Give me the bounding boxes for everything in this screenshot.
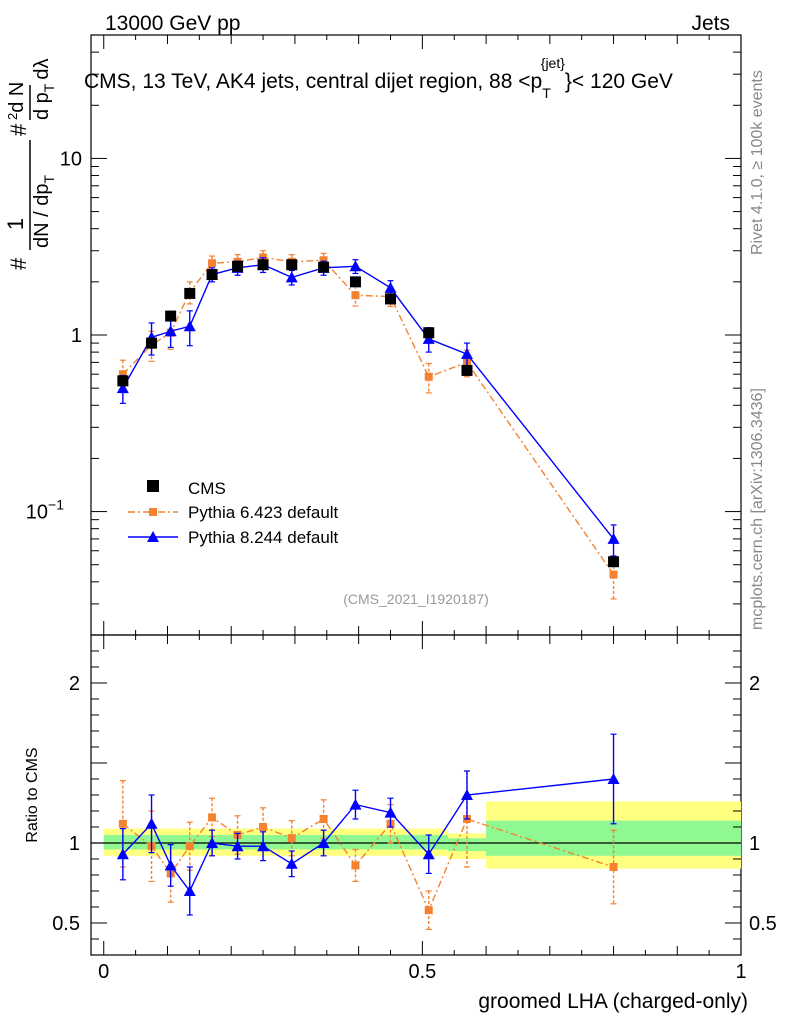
main-point bbox=[351, 291, 360, 300]
analysis-watermark: (CMS_2021_I1920187) bbox=[343, 591, 489, 607]
ratio-ylabel: Ratio to CMS bbox=[24, 747, 41, 842]
ylabel-den: dN / dpT bbox=[31, 175, 57, 248]
ratio-point bbox=[607, 773, 620, 784]
ratio-pythia-8-244-default bbox=[116, 733, 620, 916]
ratio-y-tick-label-2: 2 bbox=[69, 673, 80, 695]
ratio-xlabel: groomed LHA (charged-only) bbox=[478, 990, 748, 1013]
ratio-point bbox=[384, 806, 397, 818]
main-point bbox=[349, 260, 362, 272]
main-point bbox=[461, 364, 473, 376]
main-point bbox=[607, 532, 620, 544]
header-right: Jets bbox=[691, 12, 730, 35]
main-point bbox=[164, 325, 177, 337]
ratio-point bbox=[351, 861, 360, 870]
main-ylabel: # 1 dN / dpT # 2d N d pTdλ bbox=[3, 59, 57, 271]
ylabel-num: 1 bbox=[3, 218, 28, 230]
main-point bbox=[422, 332, 435, 344]
main-point bbox=[208, 259, 217, 268]
main-series-line bbox=[122, 256, 615, 575]
main-point bbox=[232, 260, 244, 272]
ylabel-hash-2: # bbox=[6, 123, 31, 136]
ratio-point bbox=[424, 906, 433, 915]
ratio-point bbox=[259, 823, 268, 831]
series-layer bbox=[116, 250, 620, 931]
ratio-point bbox=[118, 819, 127, 828]
ratio-y-tick-label-right-2: 2 bbox=[749, 673, 760, 695]
ratio-point bbox=[208, 813, 217, 822]
legend-marker-cms bbox=[147, 480, 159, 492]
main-point bbox=[423, 327, 435, 339]
ratio-point bbox=[317, 837, 330, 848]
main-point bbox=[424, 372, 433, 381]
header-left: 13000 GeV pp bbox=[105, 12, 240, 35]
plot-title: CMS, 13 TeV, AK4 jets, central dijet reg… bbox=[84, 55, 673, 101]
ylabel-right-num: 2d N bbox=[5, 82, 28, 120]
ratio-point bbox=[206, 837, 219, 848]
ratio-point bbox=[183, 885, 196, 896]
legend-label-pythia8: Pythia 8.244 default bbox=[188, 528, 339, 547]
x-tick-label-0: 0 bbox=[98, 961, 109, 983]
x-tick-label-2: 1 bbox=[735, 961, 746, 983]
legend: CMS Pythia 6.423 default Pythia 8.244 de… bbox=[128, 479, 339, 547]
ratio-point bbox=[285, 857, 298, 869]
ratio-y-tick-label-right-1: 1 bbox=[749, 833, 760, 855]
main-y-tick-label-2: 10 bbox=[60, 148, 82, 170]
main-y-tick-label-1: 1 bbox=[71, 325, 82, 347]
rivet-label: Rivet 4.1.0, ≥ 100k events bbox=[749, 70, 766, 255]
main-point bbox=[609, 570, 618, 579]
ratio-point bbox=[145, 817, 158, 829]
main-point bbox=[318, 261, 330, 273]
ratio-point bbox=[287, 834, 296, 843]
main-point bbox=[117, 375, 129, 387]
x-tick-label-1: 0.5 bbox=[408, 961, 436, 983]
ratio-band-green-1 bbox=[447, 838, 487, 851]
main-series-line bbox=[122, 264, 615, 540]
ratio-point bbox=[609, 863, 618, 871]
main-point bbox=[165, 310, 177, 322]
ratio-y-tick-label-right-0: 0.5 bbox=[749, 913, 777, 935]
ylabel-right-den: d pTdλ bbox=[31, 59, 57, 121]
ratio-point bbox=[185, 842, 194, 851]
main-point bbox=[349, 276, 361, 288]
main-point bbox=[116, 382, 129, 394]
ratio-y-tick-label-0: 0.5 bbox=[52, 913, 80, 935]
main-point bbox=[146, 337, 158, 349]
main-point bbox=[460, 348, 473, 360]
main-point bbox=[385, 293, 397, 305]
ratio-point bbox=[164, 859, 177, 871]
main-point bbox=[286, 259, 298, 271]
main-point bbox=[384, 281, 397, 293]
legend-marker-pythia6 bbox=[149, 508, 157, 516]
ratio-point bbox=[116, 848, 129, 860]
ylabel-hash: # bbox=[6, 257, 31, 270]
main-point bbox=[118, 370, 127, 379]
main-y-tick-label-0: 10−1 bbox=[26, 497, 64, 524]
legend-marker-pythia8 bbox=[147, 531, 159, 542]
main-point bbox=[206, 269, 218, 281]
ratio-point bbox=[349, 798, 362, 810]
main-cms bbox=[117, 259, 620, 568]
legend-label-pythia6: Pythia 6.423 default bbox=[188, 503, 339, 522]
mcplots-label: mcplots.cern.ch [arXiv:1306.3436] bbox=[749, 388, 766, 630]
ratio-panel-frame bbox=[90, 634, 742, 956]
ratio-point bbox=[319, 815, 328, 823]
main-point bbox=[183, 320, 196, 332]
main-point bbox=[319, 256, 328, 265]
ratio-y-tick-label-1: 1 bbox=[69, 833, 80, 855]
ratio-point bbox=[422, 848, 435, 860]
ratio-point bbox=[460, 789, 473, 800]
ratio-point bbox=[231, 840, 244, 852]
main-point bbox=[285, 271, 298, 283]
main-point bbox=[257, 259, 269, 271]
legend-label-cms: CMS bbox=[188, 479, 226, 498]
main-point bbox=[184, 287, 196, 299]
ratio-point bbox=[257, 840, 270, 852]
ratio-uncertainty-bands bbox=[91, 801, 741, 869]
axes: 0 0.5 1 10−1 1 10 0.5 0.5 1 1 2 2 bbox=[26, 34, 777, 983]
main-point bbox=[608, 556, 620, 568]
